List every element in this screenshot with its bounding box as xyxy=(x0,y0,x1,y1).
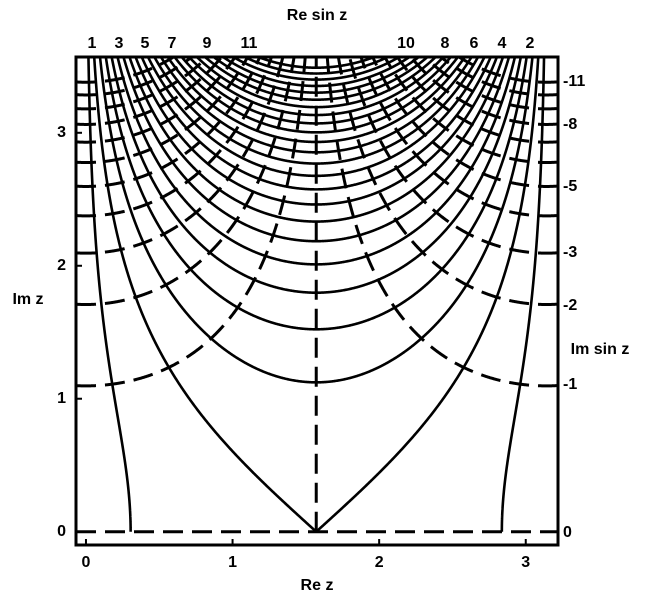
im-contour xyxy=(456,57,558,84)
plot-area xyxy=(76,57,558,534)
re-contour xyxy=(140,57,493,191)
plot-frame xyxy=(74,55,560,547)
re-contour-label: 9 xyxy=(203,35,212,52)
im-contour xyxy=(76,57,307,388)
re-contour xyxy=(128,57,505,223)
im-contour xyxy=(76,57,274,218)
im-contour-label: -8 xyxy=(563,116,577,133)
re-contour-label: 4 xyxy=(498,35,507,52)
x-tick-label: 1 xyxy=(228,554,237,571)
im-contour-label: -1 xyxy=(563,376,577,393)
re-contour-label: 6 xyxy=(470,35,479,52)
re-contour-label: 11 xyxy=(241,35,258,52)
re-contour-label: 5 xyxy=(141,35,150,52)
im-contour-label: -11 xyxy=(563,73,585,90)
re-contour xyxy=(104,57,528,331)
im-contour-label: -3 xyxy=(563,244,577,261)
y-tick-label: 1 xyxy=(57,390,66,407)
y-tick-label: 0 xyxy=(57,523,66,540)
im-contour xyxy=(76,57,210,111)
re-contour-label: 10 xyxy=(397,35,415,52)
im-contour xyxy=(76,57,285,255)
im-contour xyxy=(395,57,558,144)
re-contour-label: 7 xyxy=(168,35,177,52)
y2-axis-label: Im sin z xyxy=(571,341,630,358)
im-contour xyxy=(76,57,195,97)
re-contour-label: 2 xyxy=(526,35,535,52)
im-contour xyxy=(422,57,558,111)
re-contour-label: 3 xyxy=(115,35,124,52)
x-tick-label: 3 xyxy=(521,554,530,571)
x-tick-label: 0 xyxy=(82,554,91,571)
re-contour-label: 8 xyxy=(441,35,450,52)
im-contour xyxy=(76,57,262,188)
im-contour xyxy=(383,57,558,165)
y-axis-label: Im z xyxy=(12,291,43,308)
im-contour xyxy=(76,57,296,307)
im-contour xyxy=(76,57,558,534)
im-contour xyxy=(76,57,224,126)
im-contour xyxy=(325,57,558,388)
im-contour xyxy=(359,57,558,218)
x-tick-label: 2 xyxy=(375,554,384,571)
im-contour xyxy=(348,57,558,255)
im-contour xyxy=(76,57,250,165)
re-contour xyxy=(203,57,430,101)
im-contour xyxy=(76,57,177,84)
re-contour-label: 1 xyxy=(88,35,97,52)
x-axis-label: Re z xyxy=(301,577,334,594)
im-contour xyxy=(336,57,558,307)
y-tick-label: 2 xyxy=(57,257,66,274)
im-contour xyxy=(76,57,237,144)
chart-title: Re sin z xyxy=(287,7,347,24)
re-contour xyxy=(87,57,546,532)
im-contour xyxy=(438,57,558,97)
y-tick-label: 3 xyxy=(57,124,66,141)
im-contour-label: -5 xyxy=(563,178,577,195)
im-contour-label: 0 xyxy=(563,524,572,541)
im-contour xyxy=(371,57,558,188)
im-contour-label: -2 xyxy=(563,297,577,314)
